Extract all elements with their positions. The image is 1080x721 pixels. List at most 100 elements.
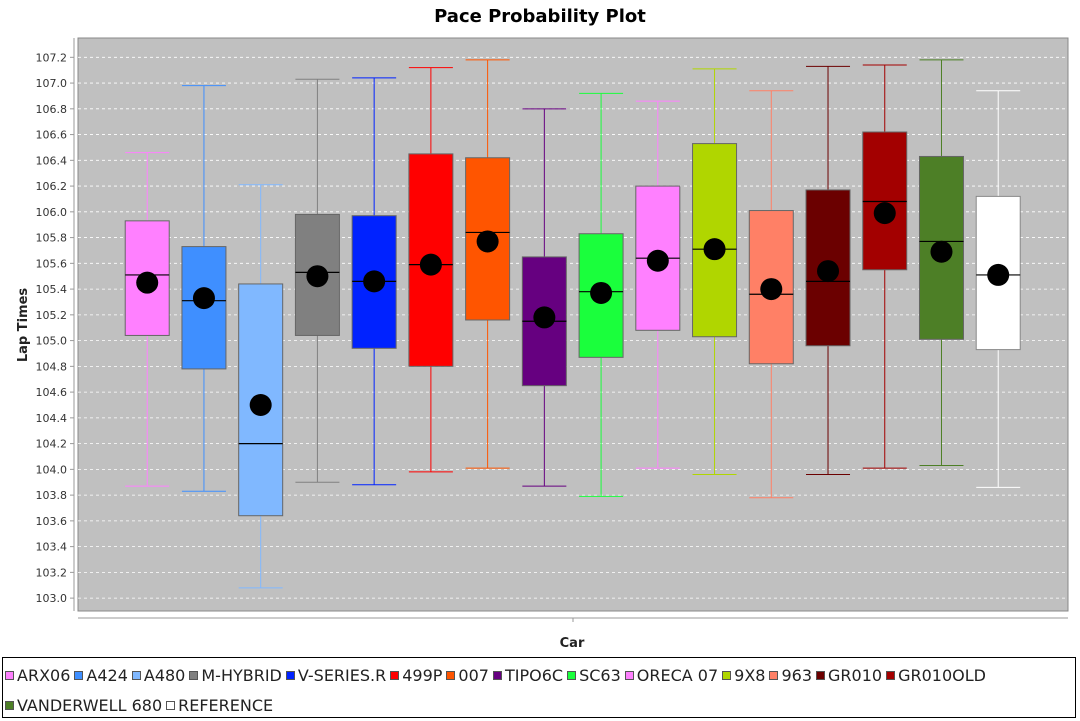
y-tick-label: 103.8 [36, 489, 68, 502]
legend-swatch [722, 671, 732, 680]
legend-swatch [5, 671, 14, 680]
y-tick-label: 104.2 [36, 438, 68, 451]
legend-label: TIPO6C [504, 666, 564, 685]
x-axis-label: Car [560, 636, 585, 651]
mean-marker [533, 306, 556, 329]
y-tick-label: 106.6 [36, 129, 68, 142]
legend-swatch [131, 671, 141, 680]
pace-probability-chart: Pace Probability Plot 103.0103.2103.4103… [16, 6, 1069, 651]
legend-label: 499P [402, 666, 443, 685]
box-007 [465, 59, 511, 469]
box-9x8 [692, 68, 738, 476]
legend-item: ORECA 07 [624, 661, 719, 691]
box-m-hybrid [294, 78, 340, 483]
y-tick-label: 104.8 [36, 360, 68, 373]
box-series [124, 59, 1021, 589]
legend-swatch [624, 671, 634, 680]
legend-swatch [492, 671, 502, 680]
mean-marker [306, 265, 329, 288]
legend-label: 9X8 [734, 666, 766, 685]
legend-swatch [886, 671, 896, 680]
y-tick-label: 106.0 [36, 206, 68, 219]
y-tick-label: 106.4 [36, 154, 68, 167]
legend-label: V-SERIES.R [297, 666, 387, 685]
legend-swatch [74, 671, 84, 680]
chart-legend: ARX06 A424 A480 M-HYBRID V-SERIES.R 499P 007 TI… [2, 657, 1076, 718]
y-tick-label: 105.0 [36, 335, 68, 348]
y-tick-label: 103.4 [36, 541, 68, 554]
box-a424 [181, 85, 227, 492]
legend-label: GR010OLD [898, 666, 986, 685]
mean-marker [987, 263, 1010, 286]
box-vanderwell-680 [918, 59, 964, 466]
legend-item: GR010 [816, 661, 882, 691]
y-axis: 103.0 103.2 103.4 103.6 103.8 104.0 104.2 104.4… [36, 38, 75, 611]
box-a480 [238, 184, 284, 589]
chart-title: Pace Probability Plot [434, 6, 646, 27]
mean-marker [363, 270, 386, 293]
mean-marker [703, 238, 726, 261]
mean-marker [476, 230, 499, 253]
legend-item: 9X8 [722, 661, 765, 691]
box-gr010 [805, 65, 851, 476]
legend-label: VANDERWELL 680 [17, 696, 163, 715]
box-499p [408, 67, 454, 473]
mean-marker [817, 260, 840, 283]
mean-marker [646, 249, 669, 272]
legend-label: A480 [143, 666, 186, 685]
legend-swatch [390, 671, 400, 680]
legend-item: SC63 [567, 661, 621, 691]
iqr-box [805, 189, 851, 347]
box-arx06 [124, 152, 170, 487]
y-tick-label: 105.8 [36, 232, 68, 245]
legend-item: A480 [131, 661, 186, 691]
box-963 [748, 90, 794, 499]
mean-marker [136, 271, 159, 294]
legend-label: ARX06 [17, 666, 71, 685]
y-tick-label: 105.4 [36, 283, 68, 296]
legend-label: M-HYBRID [201, 666, 282, 685]
mean-marker [760, 278, 783, 301]
legend-label: 963 [781, 666, 813, 685]
y-tick-label: 103.6 [36, 515, 68, 528]
y-tick-label: 106.2 [36, 180, 68, 193]
mean-marker [930, 240, 953, 263]
mean-marker [192, 287, 215, 310]
legend-item: VANDERWELL 680 [5, 691, 162, 721]
legend-item: V-SERIES.R [285, 661, 387, 691]
legend-item: REFERENCE [166, 691, 273, 721]
y-tick-label: 105.6 [36, 257, 68, 270]
legend-swatch [5, 701, 14, 710]
legend-item: M-HYBRID [189, 661, 282, 691]
iqr-box [862, 131, 908, 271]
legend-label: SC63 [579, 666, 621, 685]
legend-label: GR010 [828, 666, 883, 685]
x-axis [78, 617, 1068, 622]
legend-swatch [189, 671, 199, 680]
y-tick-label: 107.2 [36, 51, 68, 64]
y-tick-label: 104.4 [36, 412, 68, 425]
legend-swatch [769, 671, 779, 680]
box-v-series-r [351, 77, 397, 486]
box-oreca-07 [635, 100, 681, 469]
legend-swatch [285, 671, 295, 680]
y-tick-label: 105.2 [36, 309, 68, 322]
legend-item: ARX06 [5, 661, 70, 691]
y-axis-label: Lap Times [16, 288, 31, 363]
box-gr010old [862, 64, 908, 469]
legend-label: A424 [86, 666, 128, 685]
legend-label: ORECA 07 [636, 666, 719, 685]
y-tick-label: 106.8 [36, 103, 68, 116]
y-tick-label: 107.0 [36, 77, 68, 90]
box-tipo6c [521, 108, 567, 487]
legend-swatch [446, 671, 456, 680]
legend-item: A424 [74, 661, 128, 691]
legend-item: 963 [769, 661, 812, 691]
mean-marker [873, 202, 896, 225]
legend-label: 007 [458, 666, 489, 685]
legend-label: REFERENCE [178, 696, 274, 715]
box-reference [975, 90, 1021, 488]
legend-swatch [816, 671, 826, 680]
legend-swatch [166, 701, 176, 710]
y-tick-label: 103.0 [36, 592, 68, 605]
